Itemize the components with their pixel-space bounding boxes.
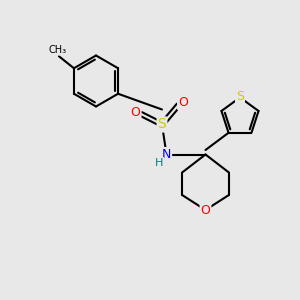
Text: S: S: [158, 118, 166, 131]
Text: S: S: [236, 89, 244, 103]
Text: O: O: [178, 96, 188, 109]
Text: CH₃: CH₃: [48, 45, 67, 55]
Text: N: N: [162, 148, 171, 161]
Text: O: O: [131, 106, 140, 119]
Text: H: H: [155, 158, 163, 168]
Text: O: O: [201, 203, 210, 217]
